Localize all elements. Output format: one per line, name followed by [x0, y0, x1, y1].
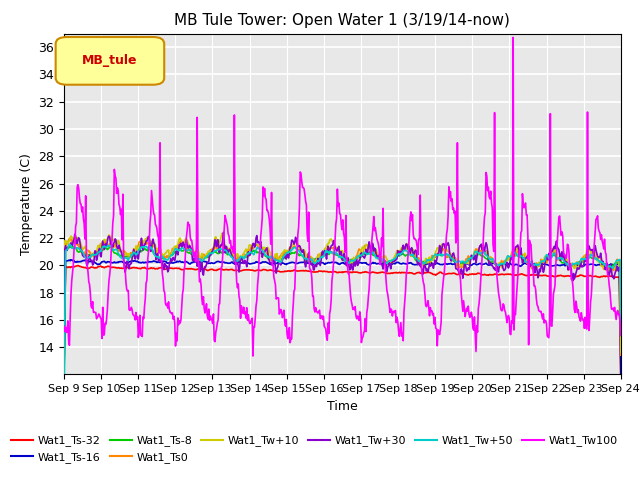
Text: MB_tule: MB_tule: [82, 54, 138, 67]
FancyBboxPatch shape: [56, 37, 164, 84]
Title: MB Tule Tower: Open Water 1 (3/19/14-now): MB Tule Tower: Open Water 1 (3/19/14-now…: [175, 13, 510, 28]
Legend: Wat1_Ts-32, Wat1_Ts-16, Wat1_Ts-8, Wat1_Ts0, Wat1_Tw+10, Wat1_Tw+30, Wat1_Tw+50,: Wat1_Ts-32, Wat1_Ts-16, Wat1_Ts-8, Wat1_…: [6, 431, 623, 468]
X-axis label: Time: Time: [327, 400, 358, 413]
Y-axis label: Temperature (C): Temperature (C): [20, 153, 33, 255]
